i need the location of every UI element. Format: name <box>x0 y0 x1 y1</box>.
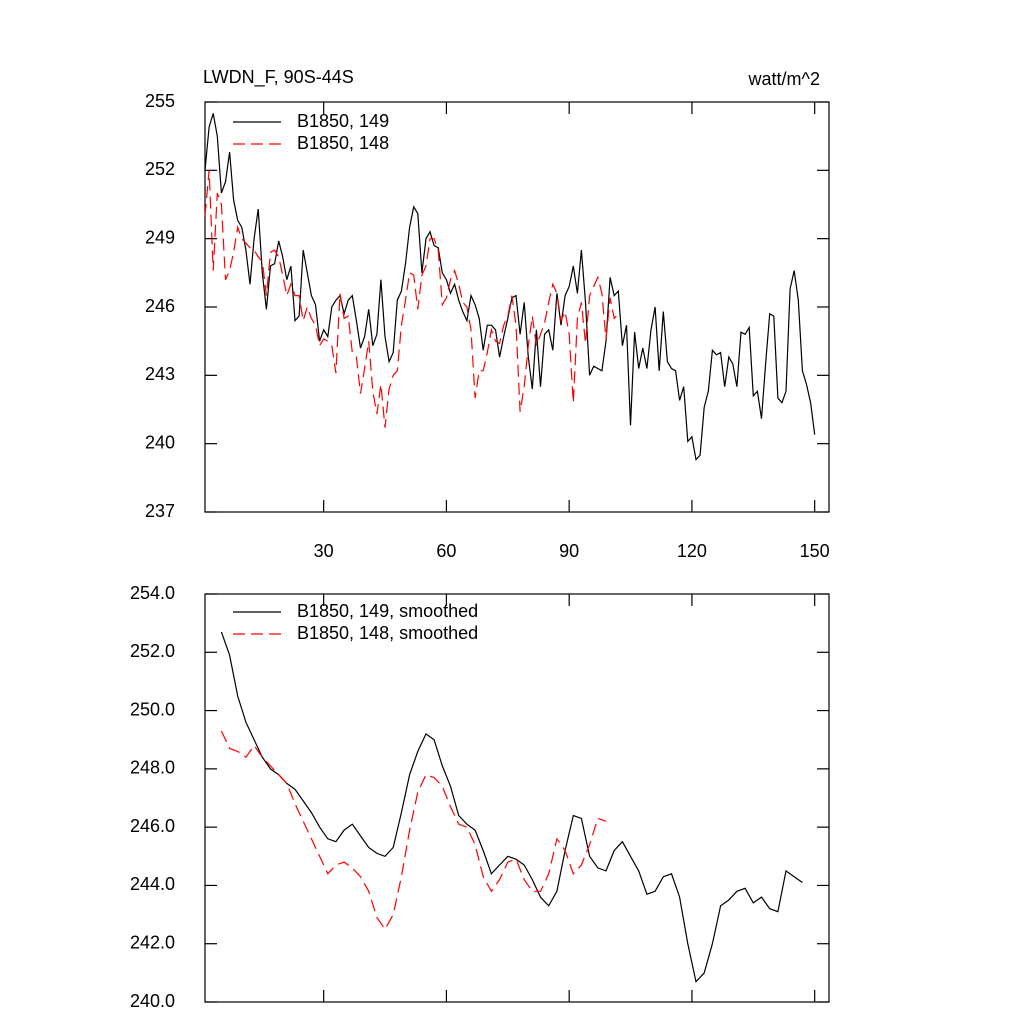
y-tick-label: 255 <box>145 91 175 111</box>
y-tick-label: 249 <box>145 227 175 247</box>
chart-title: LWDN_F, 90S-44S <box>203 67 354 88</box>
y-tick-label: 240.0 <box>130 991 175 1011</box>
units-label: watt/m^2 <box>748 69 820 89</box>
y-tick-label: 248.0 <box>130 758 175 778</box>
data-line <box>204 170 619 428</box>
x-tick-label: 150 <box>800 541 830 561</box>
y-tick-label: 252 <box>145 159 175 179</box>
x-tick-label: 30 <box>314 541 334 561</box>
x-tick-label: 90 <box>559 541 579 561</box>
data-line <box>220 631 803 983</box>
legend-label: B1850, 149 <box>297 111 389 131</box>
y-tick-label: 252.0 <box>130 641 175 661</box>
legend-label: B1850, 148, smoothed <box>297 623 478 643</box>
plot-frame <box>204 593 830 1003</box>
y-tick-label: 250.0 <box>130 699 175 719</box>
legend-label: B1850, 148 <box>297 133 389 153</box>
y-tick-label: 244.0 <box>130 874 175 894</box>
y-tick-label: 246.0 <box>130 816 175 836</box>
data-line <box>204 113 816 461</box>
y-tick-label: 246 <box>145 296 175 316</box>
data-line <box>220 730 607 931</box>
x-tick-label: 60 <box>436 541 456 561</box>
y-tick-label: 243 <box>145 364 175 384</box>
y-tick-label: 237 <box>145 501 175 521</box>
legend-label: B1850, 149, smoothed <box>297 601 478 621</box>
x-tick-label: 120 <box>677 541 707 561</box>
y-tick-label: 240 <box>145 432 175 452</box>
y-tick-label: 254.0 <box>130 583 175 603</box>
y-tick-label: 242.0 <box>130 932 175 952</box>
